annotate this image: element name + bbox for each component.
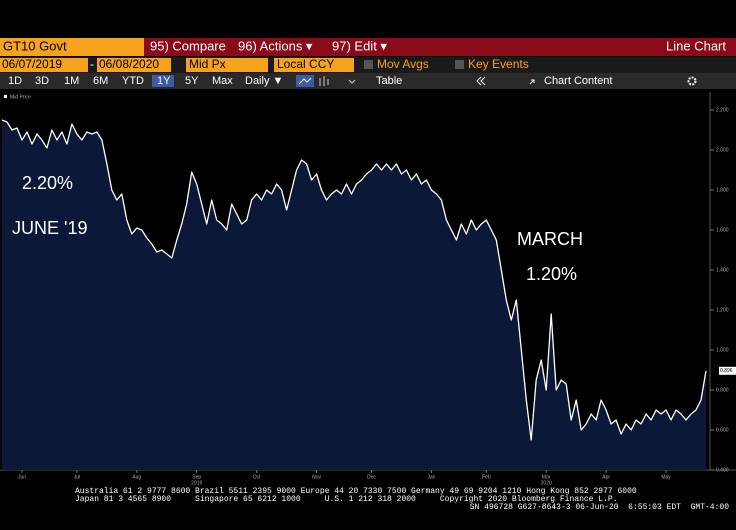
end-date[interactable]: 06/08/2020 xyxy=(99,57,159,71)
view-title: Line Chart xyxy=(666,38,726,53)
x-tick-label: Mar xyxy=(542,474,551,480)
period-button[interactable]: 1M xyxy=(64,75,79,87)
currency-field[interactable]: Local CCY xyxy=(277,57,334,71)
checkbox[interactable] xyxy=(455,60,464,69)
date-separator: - xyxy=(90,57,94,71)
actions-button[interactable]: 96) Actions ▾ xyxy=(238,38,313,53)
key-events-option[interactable]: Key Events xyxy=(468,57,529,71)
currency-box[interactable] xyxy=(274,58,354,72)
y-tick-label: 0.600 xyxy=(716,427,729,433)
frequency[interactable]: Daily ▼ xyxy=(245,75,283,87)
annotation: MARCH xyxy=(517,229,583,249)
annotation: JUNE '19 xyxy=(12,218,87,238)
bar-icon[interactable] xyxy=(319,76,329,86)
chart: 0.400 0.600 0.800 1.000 1.200 1.400 1.600 1.800… xyxy=(0,92,736,486)
expand-icon[interactable] xyxy=(529,79,535,85)
x-tick-label: Aug xyxy=(132,474,141,480)
x-tick-label: Nov xyxy=(312,474,321,480)
x-tick-label: Feb xyxy=(482,474,491,480)
ticker-box[interactable] xyxy=(0,38,144,56)
x-year-label: 2019 xyxy=(191,480,202,486)
checkbox[interactable] xyxy=(364,60,373,69)
y-tick-label: 1.600 xyxy=(716,227,729,233)
period-bar xyxy=(0,73,736,89)
last-value-label: 0.896 xyxy=(720,368,733,374)
x-tick-label: Jul xyxy=(74,474,80,480)
x-tick-label: Jan xyxy=(427,474,435,480)
period-button[interactable]: 5Y xyxy=(185,75,199,87)
y-tick-label: 2.200 xyxy=(716,107,729,113)
y-tick-label: 1.000 xyxy=(716,347,729,353)
toolbar xyxy=(0,38,736,56)
last-value-box xyxy=(719,366,736,375)
ticker[interactable]: GT10 Govt xyxy=(3,38,67,53)
price-field[interactable]: Mid Px xyxy=(189,57,226,71)
collapse-icon[interactable] xyxy=(476,76,486,86)
start-date-box[interactable] xyxy=(0,58,88,72)
settings-icon[interactable] xyxy=(687,76,697,86)
period-button[interactable]: 1Y xyxy=(157,75,171,87)
x-tick-label: Jun xyxy=(18,474,26,480)
x-tick-label: Oct xyxy=(253,474,261,480)
y-tick-label: 0.800 xyxy=(716,387,729,393)
legend-label: Mid Price xyxy=(10,94,31,100)
line xyxy=(1,119,707,441)
selected-period xyxy=(152,75,174,87)
edit-button[interactable]: 97) Edit ▾ xyxy=(332,38,387,53)
chart-content-button[interactable]: Chart Content xyxy=(544,75,612,87)
compare-button[interactable]: 95) Compare xyxy=(150,38,226,53)
start-date[interactable]: 06/07/2019 xyxy=(2,57,62,71)
area xyxy=(2,120,706,470)
period-buttons: 1D 3D 1M 6M YTD 1Y 5Y Max xyxy=(8,75,233,87)
annotation: 1.20% xyxy=(526,264,577,284)
footer-line: SN 496728 G627-8643-3 06-Jun-20 6:55:03 … xyxy=(470,503,729,512)
table-button[interactable]: Table xyxy=(376,75,402,87)
x-year-label: 2020 xyxy=(541,480,552,486)
legend-swatch xyxy=(4,95,7,98)
line-icon xyxy=(298,77,312,85)
annotation: 2.20% xyxy=(22,173,73,193)
y-tick-label: 1.800 xyxy=(716,187,729,193)
period-button[interactable]: 1D xyxy=(8,75,22,87)
mov-avgs-option[interactable]: Mov Avgs xyxy=(377,57,429,71)
end-date-box[interactable] xyxy=(97,58,171,72)
footer-line: Japan 81 3 4565 8900 Singapore 65 6212 1… xyxy=(75,495,618,504)
x-tick-label: May xyxy=(661,474,671,480)
period-button[interactable]: Max xyxy=(212,75,233,87)
period-button[interactable]: 6M xyxy=(93,75,108,87)
y-tick-label: 1.400 xyxy=(716,267,729,273)
footer-line: Australia 61 2 9777 8600 Brazil 5511 239… xyxy=(75,487,637,496)
y-tick-label: 0.400 xyxy=(716,467,729,473)
y-tick-label: 2.000 xyxy=(716,147,729,153)
price-box[interactable] xyxy=(186,58,268,72)
x-tick-label: Dec xyxy=(367,474,376,480)
x-tick-label: Sep xyxy=(192,474,201,480)
period-button[interactable]: 3D xyxy=(35,75,49,87)
y-tick-label: 1.200 xyxy=(716,307,729,313)
dropdown-icon[interactable] xyxy=(348,79,356,84)
line-icon-button[interactable] xyxy=(296,75,314,87)
x-tick-label: Apr xyxy=(602,474,610,480)
period-button[interactable]: YTD xyxy=(122,75,144,87)
